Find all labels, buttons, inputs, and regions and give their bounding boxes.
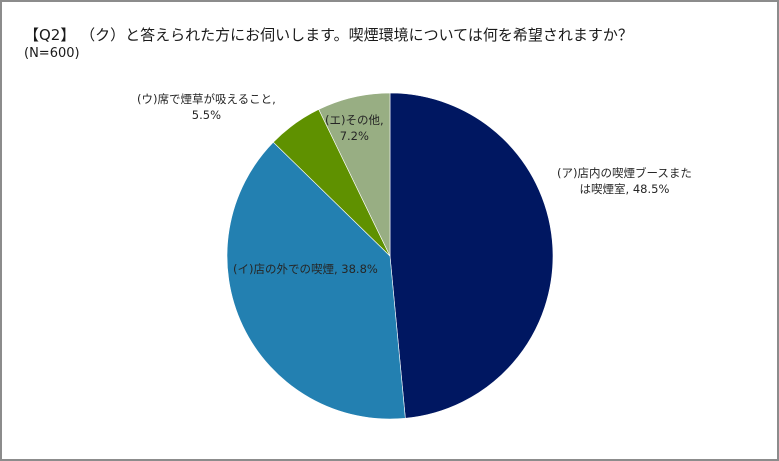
label-option-a: (ア)店内の喫煙ブースまた は喫煙室, 48.5% <box>557 165 692 197</box>
label-c-line2: 5.5% <box>191 108 221 122</box>
label-option-c: (ウ)席で煙草が吸えること, 5.5% <box>137 91 276 123</box>
slice-option-a <box>389 92 554 419</box>
chart-title: 【Q2】 （ク）と答えられた方にお伺いします。喫煙環境については何を希望されます… <box>24 26 633 44</box>
label-d-line2: 7.2% <box>339 129 369 143</box>
slice-option-b <box>226 141 406 420</box>
sample-size: (N=600) <box>24 46 80 61</box>
label-d-line1: (エ)その他, <box>325 113 384 127</box>
label-option-b: (イ)店の外での喫煙, 38.8% <box>233 262 378 276</box>
slice-option-d <box>318 92 391 257</box>
label-option-d: (エ)その他, 7.2% <box>325 112 384 144</box>
label-c-line1: (ウ)席で煙草が吸えること, <box>137 92 276 106</box>
label-a-line1: (ア)店内の喫煙ブースまた <box>557 166 692 180</box>
label-a-line2: は喫煙室, 48.5% <box>579 182 670 196</box>
